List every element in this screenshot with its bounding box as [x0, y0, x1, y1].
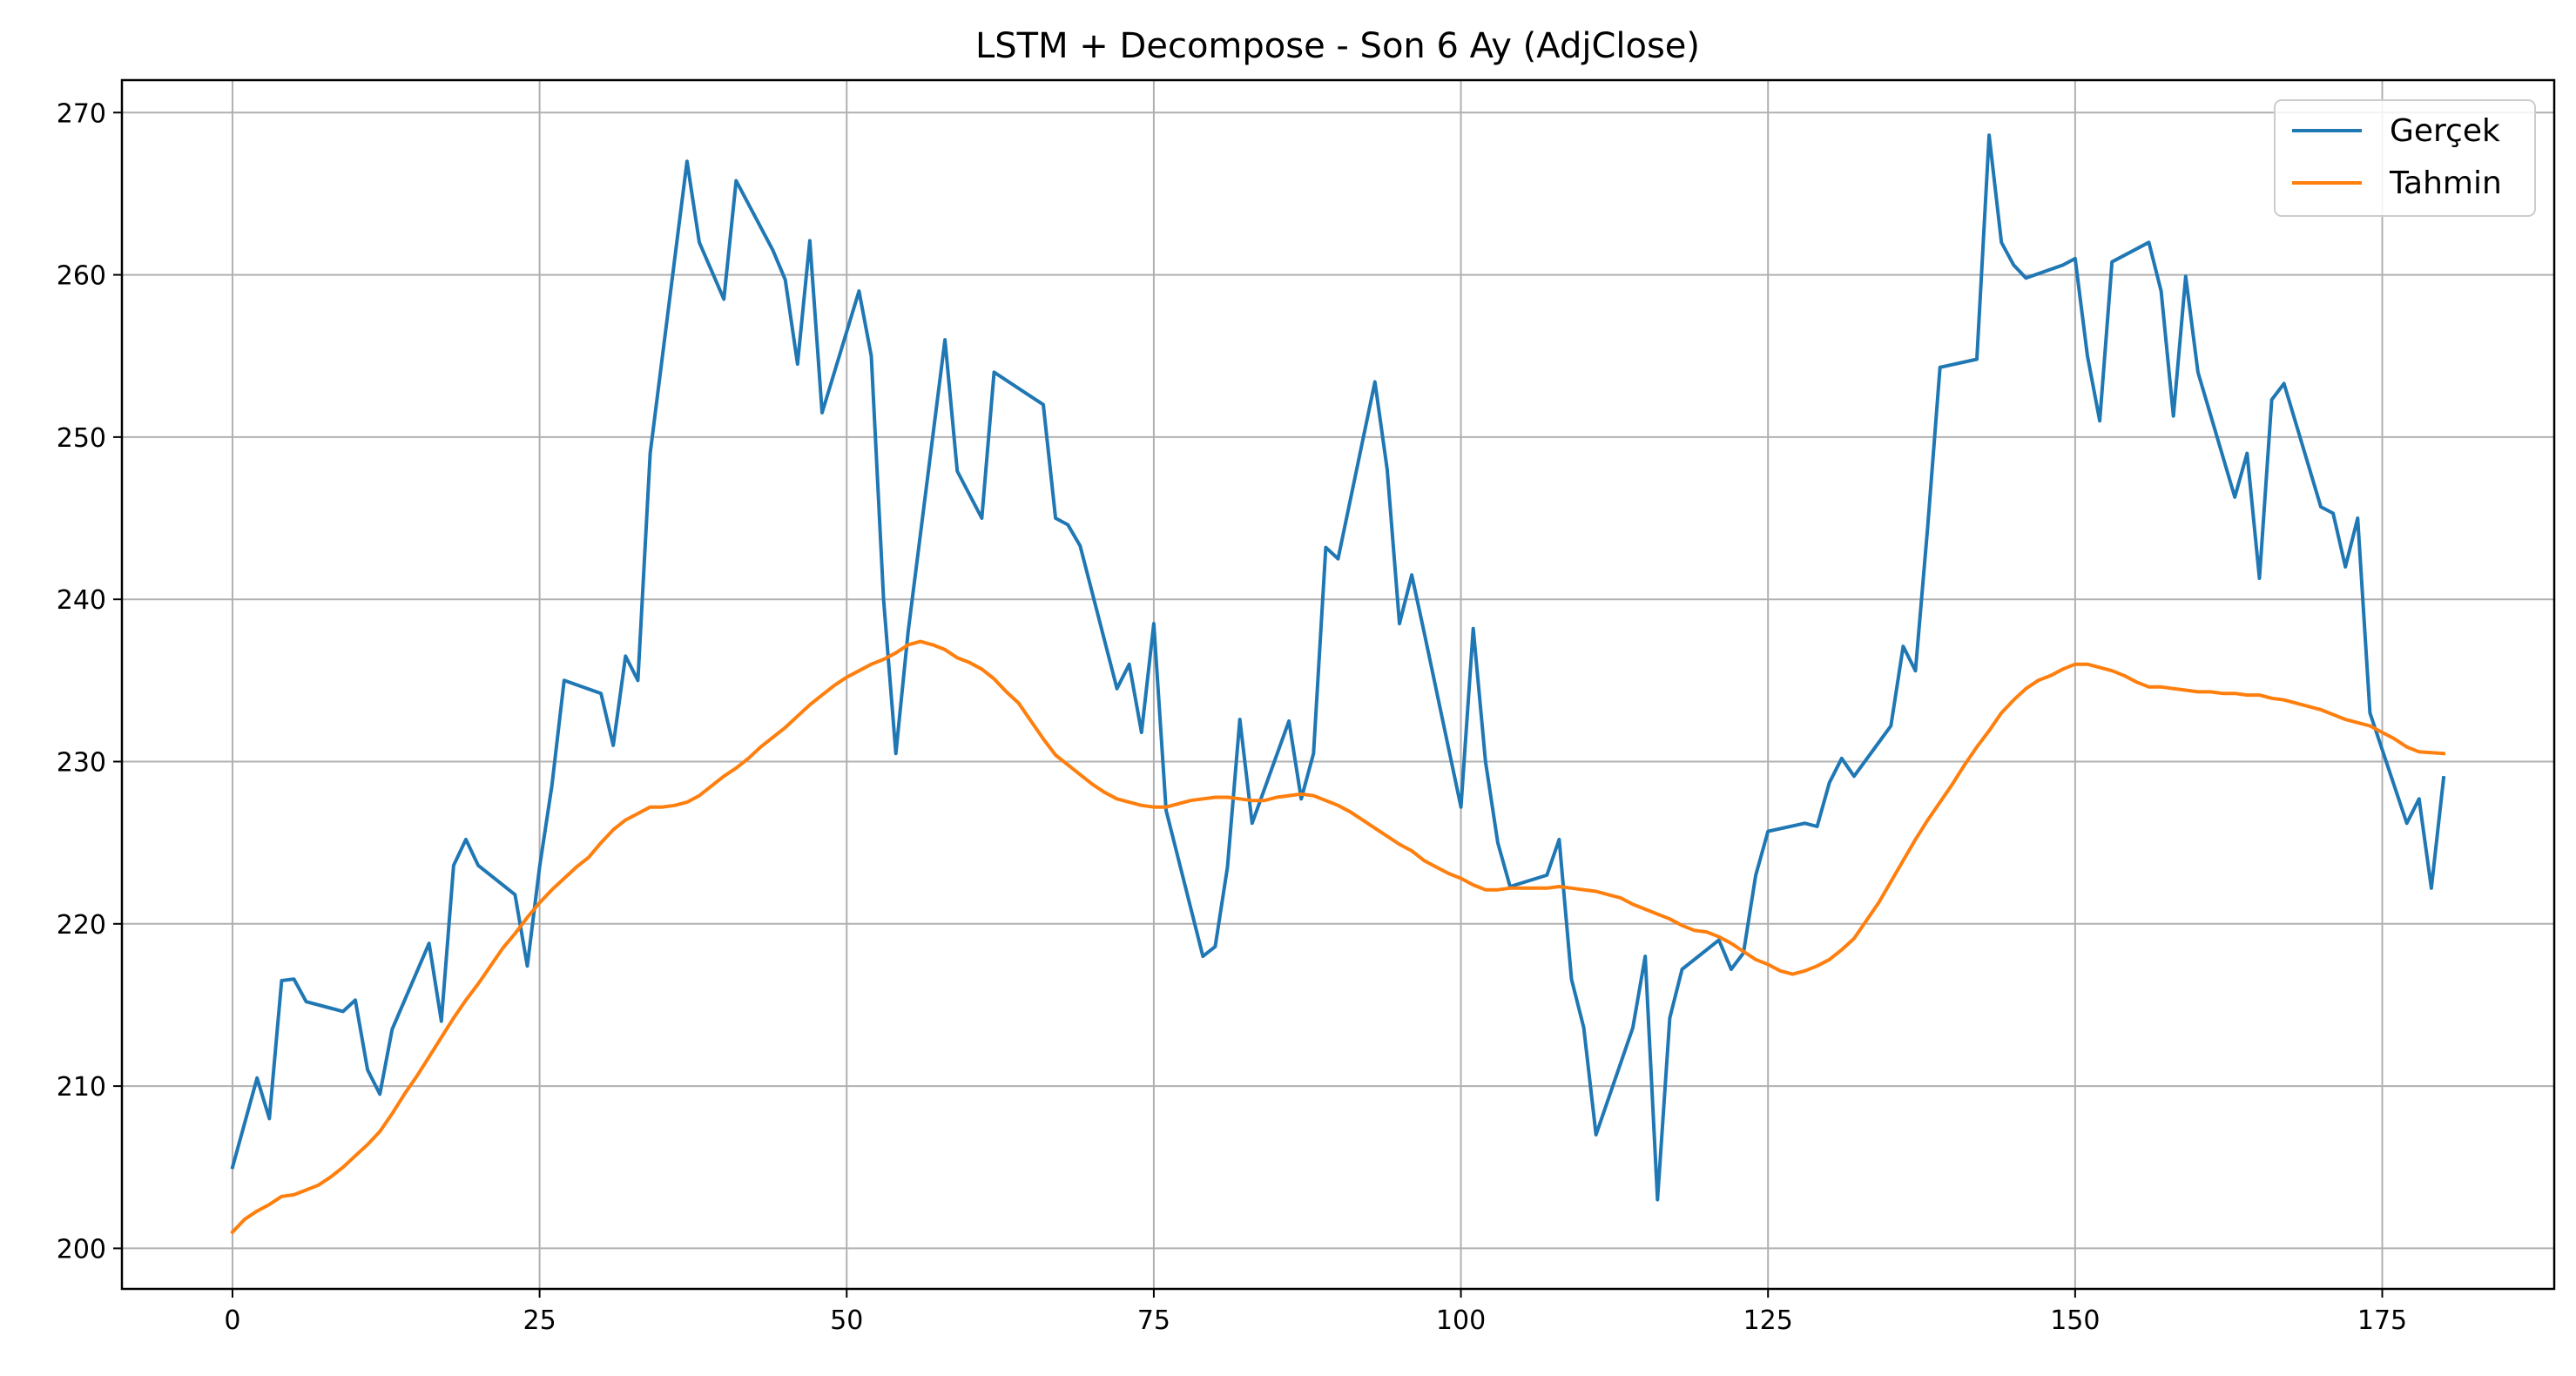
series-line-gercek	[230, 133, 2446, 1202]
series-line-tahmin	[230, 639, 2446, 1235]
x-tick-label: 0	[224, 1305, 240, 1336]
legend: Gerçek Tahmin	[2274, 99, 2536, 217]
x-tick-label: 150	[2050, 1305, 2100, 1336]
y-tick-label: 220	[57, 910, 106, 941]
legend-label-tahmin: Tahmin	[2389, 165, 2502, 201]
x-tick-label: 175	[2357, 1305, 2407, 1336]
y-tick-label: 230	[57, 747, 106, 778]
grid-lines	[122, 80, 2554, 1289]
x-tick-label: 100	[1436, 1305, 1486, 1336]
y-tick-label: 260	[57, 261, 106, 292]
x-tick-label: 125	[1743, 1305, 1793, 1336]
y-tick-label: 270	[57, 98, 106, 129]
x-tick-label: 75	[1137, 1305, 1170, 1336]
axis-ticks: 0 25 50 75 100 125 150 175 200 210 220 230 240 250 260…	[57, 98, 2407, 1336]
y-tick-label: 210	[57, 1072, 106, 1103]
y-tick-label: 200	[57, 1234, 106, 1265]
x-tick-label: 25	[523, 1305, 556, 1336]
chart-title: LSTM + Decompose - Son 6 Ay (AdjClose)	[975, 26, 1700, 66]
legend-label-gercek: Gerçek	[2390, 113, 2500, 149]
y-tick-label: 240	[57, 585, 106, 616]
y-tick-label: 250	[57, 423, 106, 454]
plot-frame	[120, 78, 2556, 1291]
x-tick-label: 50	[830, 1305, 863, 1336]
series-lines	[230, 133, 2446, 1235]
